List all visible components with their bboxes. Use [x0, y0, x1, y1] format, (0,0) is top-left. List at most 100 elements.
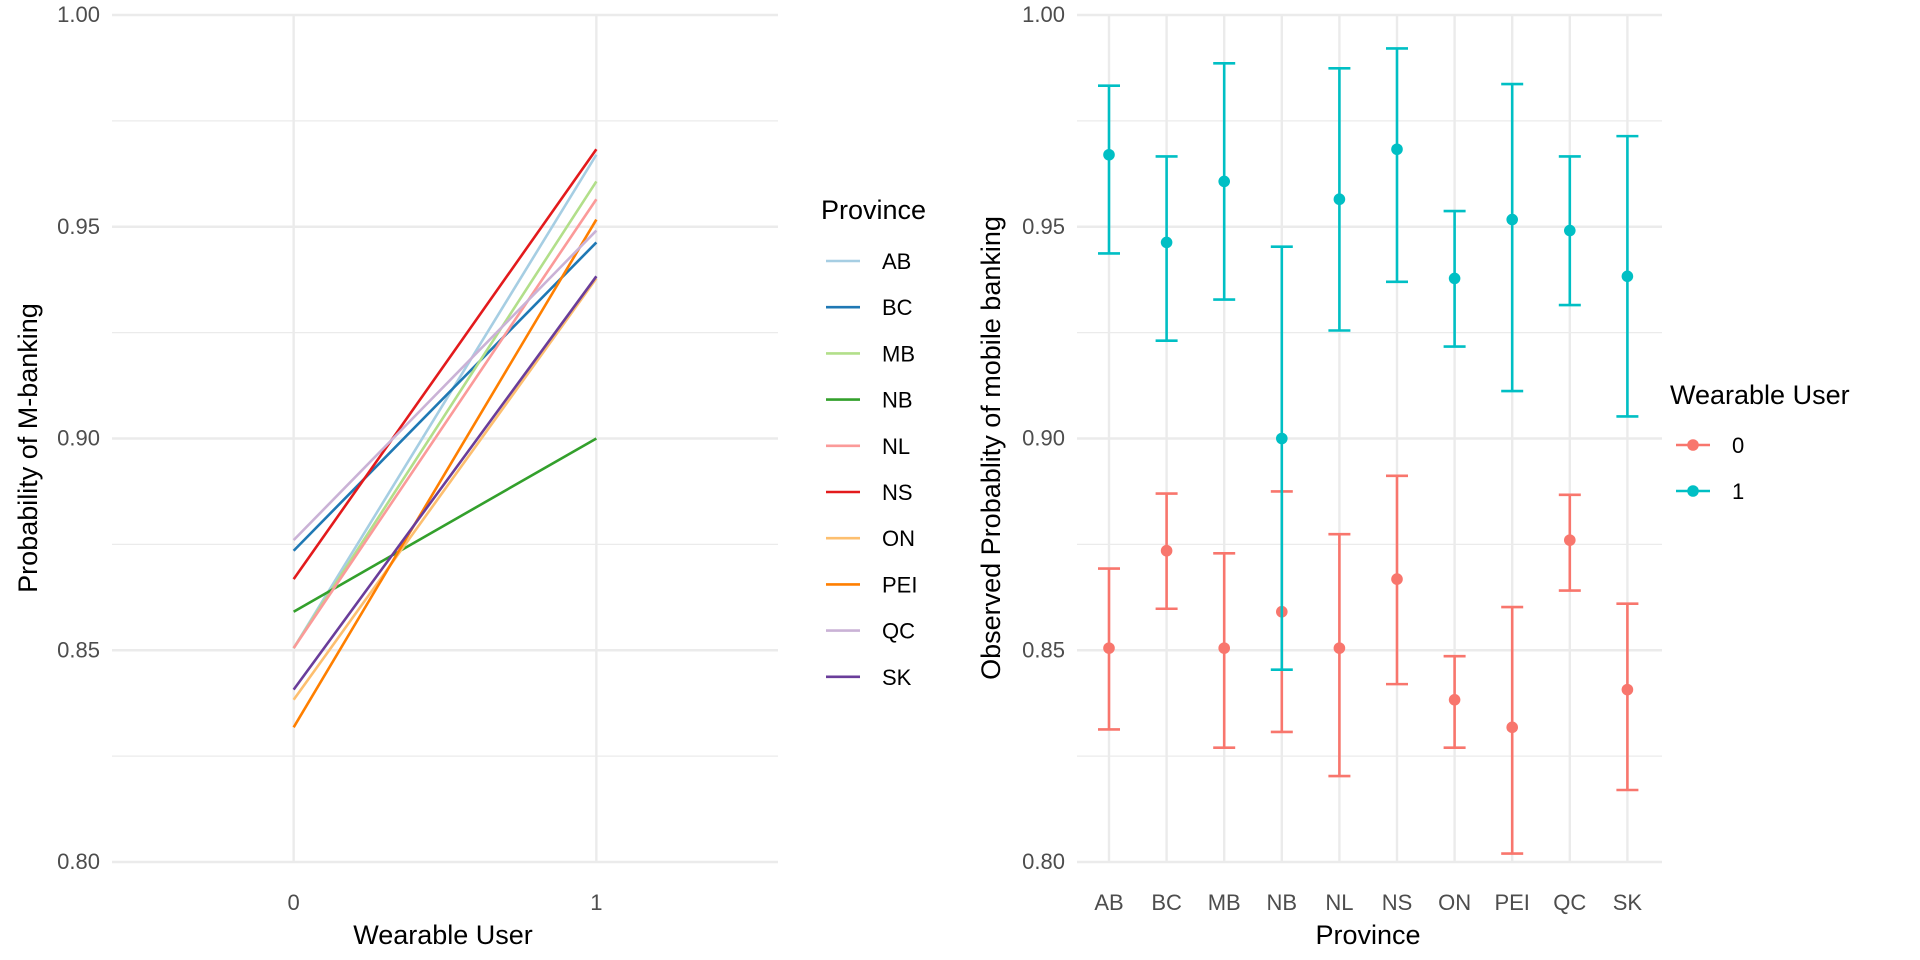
- right-x-tick-label-on: ON: [1438, 890, 1471, 915]
- point-qc-wearable-1: [1564, 224, 1576, 237]
- right-x-tick-labels: AB BC MB NB NL NS ON PEI QC SK: [1094, 890, 1642, 915]
- series-line-ab: [292, 154, 598, 649]
- right-x-axis-title: Province: [1315, 920, 1420, 950]
- legend-label-wearable-0: 0: [1732, 433, 1744, 458]
- province-legend-items: AB BC MB NB NL NS ON PEI QC SK: [826, 249, 917, 690]
- wearable-user-legend: Wearable User 01: [1670, 380, 1850, 504]
- right-y-tick-label: 0.85: [1022, 637, 1065, 662]
- right-x-tick-label-pei: PEI: [1494, 890, 1529, 915]
- wearable-user-legend-title: Wearable User: [1670, 380, 1850, 410]
- point-nb-wearable-1: [1276, 432, 1288, 445]
- errorbar-sk-wearable-1: [1616, 134, 1639, 418]
- right-y-tick-label: 1.00: [1022, 2, 1065, 27]
- errorbar-nb-wearable-1: [1270, 245, 1293, 672]
- left-x-axis-title: Wearable User: [353, 920, 533, 950]
- series-line-pei: [292, 218, 598, 728]
- errorbar-bc-wearable-1: [1155, 155, 1178, 342]
- right-x-tick-label-bc: BC: [1151, 890, 1182, 915]
- point-pei-wearable-1: [1506, 213, 1518, 226]
- errorbar-ns-wearable-1: [1386, 47, 1408, 284]
- province-legend: Province AB BC MB NB NL NS ON PEI QC SK: [821, 195, 926, 690]
- right-x-tick-label-nl: NL: [1325, 890, 1353, 915]
- legend-label-mb: MB: [882, 341, 915, 366]
- left-gridlines: [112, 13, 778, 864]
- legend-label-pei: PEI: [882, 572, 917, 597]
- point-on-wearable-1: [1448, 272, 1461, 285]
- legend-label-bc: BC: [882, 295, 913, 320]
- legend-point-wearable-0: [1687, 439, 1699, 451]
- point-qc-wearable-0: [1564, 534, 1576, 546]
- panel-observed-probability-by-province: 0.80 0.85 0.90 0.95 1.00 AB BC MB NB NL NS ON PEI QC…: [976, 2, 1662, 950]
- errorbar-ns-wearable-0: [1386, 474, 1408, 686]
- province-legend-title: Province: [821, 195, 926, 225]
- left-y-tick-label: 1.00: [57, 2, 100, 27]
- right-y-tick-label: 0.90: [1022, 426, 1065, 451]
- left-y-tick-label: 0.90: [57, 426, 100, 451]
- errorbar-sk-wearable-0: [1616, 602, 1639, 792]
- right-x-tick-label-mb: MB: [1208, 890, 1241, 915]
- point-bc-wearable-1: [1160, 236, 1173, 249]
- left-x-tick-label: 0: [288, 890, 300, 915]
- errorbar-nl-wearable-0: [1328, 532, 1351, 778]
- series-line-qc: [292, 229, 598, 542]
- right-y-tick-label: 0.95: [1022, 214, 1065, 239]
- errorbar-on-wearable-1: [1443, 209, 1466, 348]
- series-line-mb: [292, 180, 598, 649]
- errorbar-bc-wearable-0: [1155, 492, 1178, 611]
- legend-label-wearable-1: 1: [1732, 479, 1744, 504]
- legend-label-qc: QC: [882, 619, 915, 644]
- right-y-tick-labels: 0.80 0.85 0.90 0.95 1.00: [1022, 2, 1065, 874]
- errorbar-qc-wearable-0: [1558, 493, 1581, 592]
- left-y-tick-labels: 0.80 0.85 0.90 0.95 1.00: [57, 2, 100, 874]
- series-line-nb: [292, 437, 598, 613]
- right-x-tick-label-ns: NS: [1382, 890, 1413, 915]
- right-x-tick-label-qc: QC: [1553, 890, 1586, 915]
- errorbar-ab-wearable-1: [1098, 84, 1120, 255]
- right-errorbars-and-points: [1098, 47, 1639, 855]
- series-line-on: [292, 277, 598, 701]
- point-mb-wearable-0: [1218, 642, 1230, 654]
- left-y-tick-label: 0.85: [57, 637, 100, 662]
- point-ab-wearable-1: [1103, 148, 1115, 161]
- point-pei-wearable-0: [1506, 721, 1518, 734]
- point-ab-wearable-0: [1103, 642, 1115, 654]
- right-x-tick-label-ab: AB: [1094, 890, 1123, 915]
- errorbar-nl-wearable-1: [1328, 67, 1351, 332]
- right-x-tick-label-sk: SK: [1613, 890, 1643, 915]
- errorbar-pei-wearable-1: [1501, 82, 1524, 393]
- left-series-lines: [292, 148, 598, 728]
- wearable-user-legend-items: 01: [1676, 433, 1744, 504]
- series-line-bc: [292, 241, 598, 552]
- right-y-axis-title: Observed Probablity of mobile banking: [976, 216, 1006, 680]
- left-y-axis-title: Probability of M-banking: [13, 303, 43, 593]
- right-y-tick-label: 0.80: [1022, 849, 1065, 874]
- errorbar-ab-wearable-0: [1098, 567, 1120, 731]
- left-x-tick-label: 1: [590, 890, 602, 915]
- series-line-nl: [292, 198, 598, 649]
- errorbar-on-wearable-0: [1443, 654, 1466, 749]
- legend-label-ab: AB: [882, 249, 911, 274]
- errorbar-mb-wearable-0: [1213, 551, 1236, 749]
- point-ns-wearable-1: [1391, 143, 1403, 156]
- right-gridlines: [1077, 13, 1662, 864]
- series-line-sk: [292, 275, 598, 691]
- legend-label-ns: NS: [882, 480, 913, 505]
- legend-label-nb: NB: [882, 388, 913, 413]
- point-ns-wearable-0: [1391, 573, 1403, 585]
- point-sk-wearable-1: [1621, 270, 1634, 283]
- point-on-wearable-0: [1448, 693, 1461, 706]
- errorbar-qc-wearable-1: [1558, 155, 1581, 307]
- legend-label-on: ON: [882, 526, 915, 551]
- errorbar-mb-wearable-1: [1213, 61, 1236, 301]
- series-line-ns: [292, 148, 598, 580]
- point-mb-wearable-1: [1218, 175, 1230, 188]
- left-y-tick-label: 0.95: [57, 214, 100, 239]
- legend-label-nl: NL: [882, 434, 910, 459]
- legend-point-wearable-1: [1687, 485, 1699, 497]
- point-sk-wearable-0: [1621, 683, 1634, 696]
- legend-label-sk: SK: [882, 665, 912, 690]
- left-y-tick-label: 0.80: [57, 849, 100, 874]
